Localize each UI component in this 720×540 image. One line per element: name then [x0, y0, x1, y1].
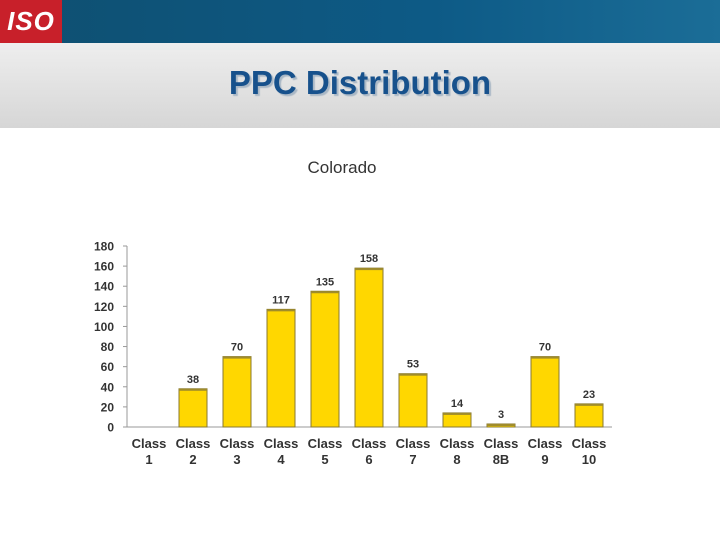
- data-label: 70: [539, 342, 551, 354]
- x-tick-label: Class: [396, 436, 431, 451]
- x-tick-label: Class: [440, 436, 475, 451]
- chart-y-tick-labels: 0 20 40 60 80 100 120 140 160 180: [94, 240, 114, 435]
- bar: [574, 403, 604, 428]
- x-tick-label: 6: [365, 452, 372, 467]
- y-tick-label: 80: [101, 340, 115, 354]
- y-tick-label: 60: [101, 360, 115, 374]
- x-tick-label: 4: [277, 452, 285, 467]
- chart-x-tick-labels: Class1Class2Class3Class4Class5Class6Clas…: [132, 436, 607, 467]
- slide-title: PPC Distribution: [228, 64, 492, 101]
- y-tick-label: 120: [94, 300, 114, 314]
- bar: [178, 388, 208, 428]
- y-tick-label: 140: [94, 280, 114, 294]
- data-label: 117: [272, 294, 290, 306]
- bar-top-edge: [355, 268, 383, 271]
- bar-top-edge: [223, 356, 251, 359]
- data-label: 53: [407, 359, 419, 371]
- bar-top-edge: [575, 403, 603, 406]
- x-tick-label: Class: [352, 436, 387, 451]
- bar-top-edge: [179, 388, 207, 391]
- iso-logo: ISO: [0, 0, 62, 43]
- y-tick-label: 180: [94, 240, 114, 254]
- chart-title: Colorado: [308, 158, 377, 177]
- data-label: 23: [583, 389, 595, 401]
- x-tick-label: Class: [220, 436, 255, 451]
- y-tick-label: 0: [107, 421, 114, 435]
- data-label: 38: [187, 374, 199, 386]
- bar: [398, 373, 428, 428]
- x-tick-label: Class: [176, 436, 211, 451]
- bar-top-edge: [311, 291, 339, 294]
- bar: [266, 308, 296, 428]
- x-tick-label: Class: [132, 436, 167, 451]
- data-label: 14: [451, 398, 464, 410]
- bar-top-edge: [487, 423, 515, 426]
- x-tick-label: Class: [308, 436, 343, 451]
- iso-logo-text: ISO: [7, 6, 55, 36]
- bar: [530, 356, 560, 428]
- x-tick-label: Class: [484, 436, 519, 451]
- bar: [222, 356, 252, 428]
- x-tick-label: Class: [528, 436, 563, 451]
- x-tick-label: 8: [453, 452, 460, 467]
- y-tick-label: 20: [101, 400, 115, 414]
- data-label: 70: [231, 342, 243, 354]
- header-bar: ISO: [0, 0, 720, 43]
- bar-top-edge: [267, 309, 295, 312]
- bar: [442, 412, 472, 428]
- bar-top-edge: [531, 356, 559, 359]
- chart-bars: [178, 267, 604, 428]
- data-label: 158: [360, 253, 378, 265]
- data-label: 3: [498, 409, 504, 421]
- x-tick-label: 3: [233, 452, 240, 467]
- chart-data-labels: 38 70 117 135 158 53 14 3 70 23: [187, 253, 595, 421]
- x-tick-label: 8B: [493, 452, 510, 467]
- x-tick-label: 9: [541, 452, 548, 467]
- x-tick-label: 1: [145, 452, 152, 467]
- x-tick-label: 5: [321, 452, 328, 467]
- x-tick-label: Class: [264, 436, 299, 451]
- bar: [354, 267, 384, 428]
- x-tick-label: 7: [409, 452, 416, 467]
- bar-top-edge: [443, 412, 471, 415]
- x-tick-label: 10: [582, 452, 596, 467]
- y-tick-label: 160: [94, 260, 114, 274]
- y-tick-label: 40: [101, 380, 115, 394]
- x-tick-label: Class: [572, 436, 607, 451]
- title-band: [0, 43, 720, 128]
- bar-top-edge: [399, 373, 427, 376]
- x-tick-label: 2: [189, 452, 196, 467]
- bar: [310, 290, 340, 428]
- y-tick-label: 100: [94, 320, 114, 334]
- data-label: 135: [316, 276, 334, 288]
